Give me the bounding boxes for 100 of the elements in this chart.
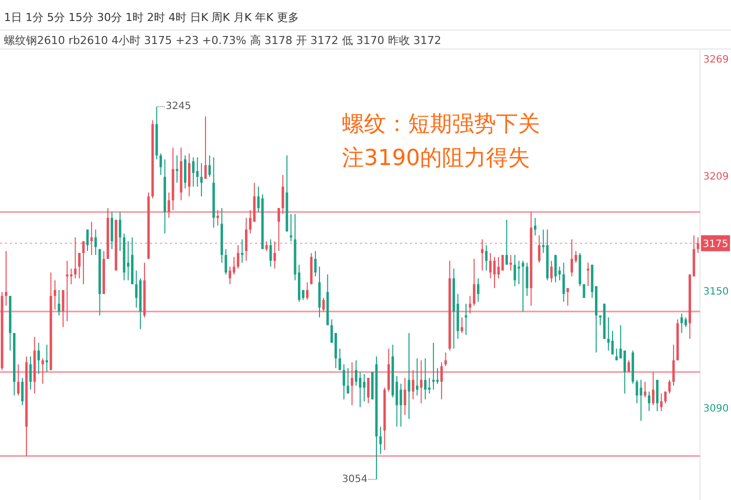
- candlestick: [196, 156, 199, 188]
- candlestick: [586, 262, 590, 287]
- candlestick: [216, 210, 219, 226]
- candlestick: [420, 360, 422, 404]
- candlestick: [636, 379, 638, 404]
- candlestick: [188, 152, 190, 197]
- candlestick: [644, 381, 646, 398]
- candlestick: [37, 342, 40, 374]
- candlestick: [518, 260, 520, 285]
- candlestick: [346, 368, 350, 394]
- candlestick: [489, 252, 492, 279]
- candlestick: [363, 373, 366, 402]
- candlestick: [460, 316, 464, 334]
- candlestick: [4, 250, 8, 306]
- y-tick-label: 3269: [703, 54, 729, 66]
- y-tick-label: 3209: [703, 171, 729, 182]
- candlestick: [623, 350, 626, 394]
- candlestick: [54, 280, 56, 310]
- text: 1日 1分 5分 15分 30分 1时 2时 4时 日K 周K 月K 年K 更多: [4, 11, 299, 24]
- candlestick: [404, 377, 406, 416]
- candlestick: [412, 370, 414, 400]
- candlestick: [497, 256, 500, 279]
- candlestick: [322, 297, 325, 312]
- candlestick: [224, 248, 228, 275]
- candlestick: [607, 316, 610, 352]
- candlestick: [306, 282, 308, 300]
- candlestick: [550, 260, 553, 283]
- candlestick: [367, 377, 370, 404]
- candlestick: [184, 154, 186, 190]
- candlestick: [110, 211, 114, 250]
- candlestick: [228, 266, 232, 285]
- candlestick: [265, 240, 268, 252]
- candlestick: [350, 362, 354, 406]
- candlestick: [160, 152, 162, 176]
- candlestick: [648, 391, 650, 412]
- candlestick: [342, 364, 346, 400]
- candlestick: [62, 290, 64, 328]
- candlestick: [118, 211, 122, 252]
- candlestick: [358, 372, 362, 408]
- candlestick: [660, 393, 663, 412]
- candlestick: [273, 240, 276, 270]
- candlestick: [534, 217, 536, 236]
- candlestick: [400, 383, 402, 428]
- y-tick-label: 3090: [703, 404, 729, 415]
- candlestick: [505, 219, 508, 266]
- candlestick: [522, 260, 524, 312]
- candlestick: [70, 268, 72, 285]
- candlestick: [66, 260, 68, 322]
- candlestick: [468, 295, 472, 314]
- chart-subtitle: 螺纹钢2610 rb2610 4小时 3175 +23 +0.73% 高 3178 开 3172 低 3170 昨收 3172: [4, 34, 442, 47]
- candlestick: [78, 252, 81, 279]
- candlestick: [278, 208, 280, 252]
- candlestick: [615, 348, 618, 361]
- annotation: 3054: [342, 474, 368, 485]
- candlestick: [672, 344, 675, 386]
- candlestick: [126, 240, 130, 281]
- candlestick: [424, 358, 427, 400]
- candlestick: [338, 348, 342, 371]
- candlestick: [416, 358, 418, 396]
- candlestick: [526, 262, 528, 296]
- candlestick: [90, 221, 93, 256]
- candlestick: [444, 352, 447, 367]
- candlestick: [208, 154, 211, 178]
- candlestick: [200, 162, 203, 197]
- ref-line-label: 3175: [702, 239, 728, 250]
- candlestick: [46, 344, 48, 373]
- candlestick: [17, 364, 20, 396]
- annotation: 3245: [166, 101, 192, 112]
- candlestick: [168, 192, 170, 218]
- candlestick: [245, 217, 248, 262]
- candlestick: [538, 234, 540, 264]
- candlestick: [314, 250, 317, 277]
- candlestick: [176, 154, 178, 184]
- candlestick: [135, 270, 138, 308]
- candlestick: [566, 288, 569, 306]
- y-tick-label: 3150: [703, 286, 729, 298]
- candlestick: [74, 236, 77, 279]
- candlestick: [485, 244, 488, 272]
- candlestick: [656, 379, 658, 412]
- candlestick: [257, 186, 260, 212]
- candlestick: [432, 342, 435, 390]
- candlestick: [652, 372, 654, 406]
- candlestick: [94, 229, 97, 256]
- candlestick: [562, 262, 565, 302]
- candlestick: [684, 316, 687, 328]
- candlestick: [236, 244, 240, 270]
- candlestick: [21, 377, 24, 406]
- candlestick: [558, 266, 561, 281]
- candlestick: [269, 238, 272, 268]
- candlestick: [514, 254, 516, 287]
- candlestick: [428, 377, 431, 394]
- candlestick: [282, 174, 284, 214]
- text: 螺纹：短期强势下关注3190的阻力得失: [342, 111, 541, 173]
- candlestick: [240, 238, 244, 264]
- candlestick: [664, 391, 667, 404]
- candlestick: [440, 362, 443, 400]
- candlestick: [680, 312, 683, 334]
- candlestick: [476, 278, 480, 302]
- candlestick: [354, 360, 358, 386]
- candlestick: [570, 238, 574, 277]
